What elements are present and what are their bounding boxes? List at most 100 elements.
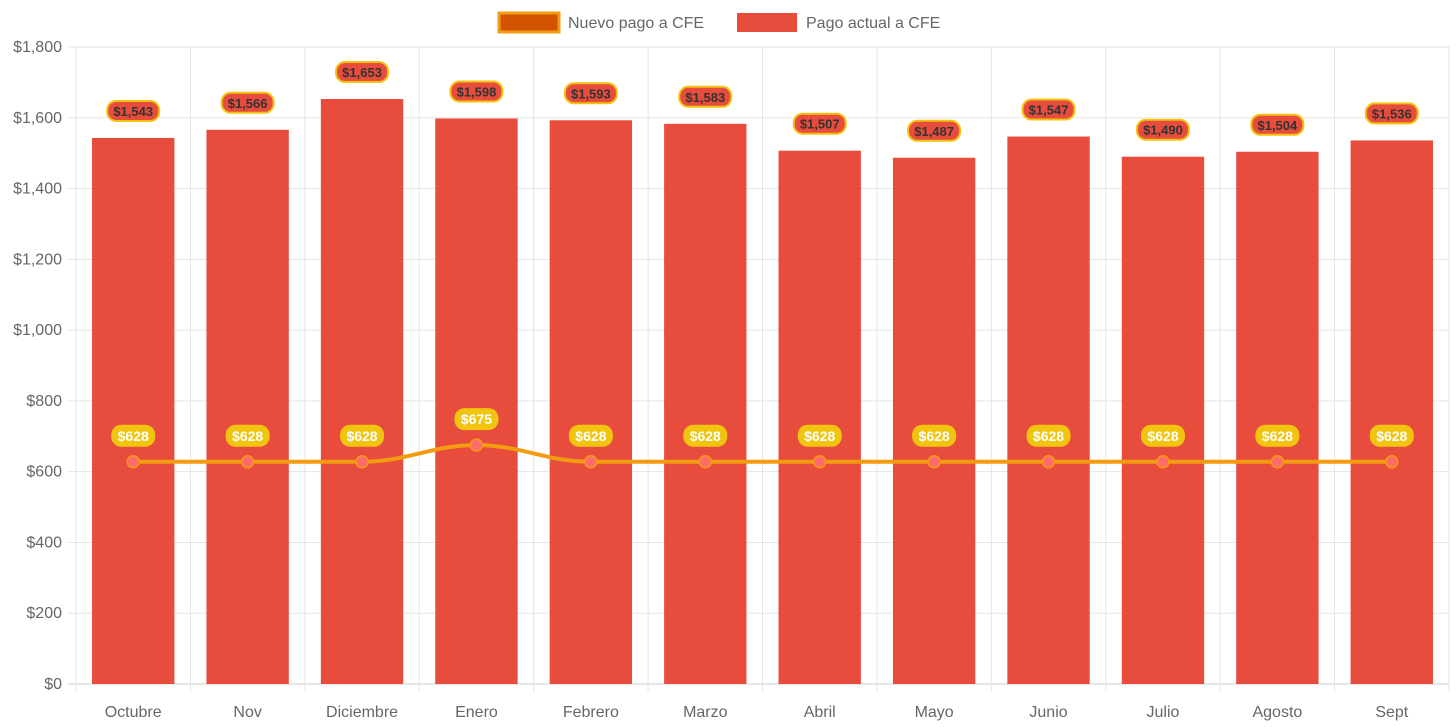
legend-item-nuevo-pago[interactable]: Nuevo pago a CFE bbox=[497, 11, 704, 34]
line-data-label: $628 bbox=[1147, 428, 1178, 444]
x-tick-label: Nov bbox=[233, 704, 261, 721]
line-point bbox=[1041, 455, 1056, 469]
legend-item-pago-actual[interactable]: Pago actual a CFE bbox=[737, 13, 940, 32]
line-data-label: $628 bbox=[575, 428, 606, 444]
line-point bbox=[812, 455, 827, 469]
line-data-label: $628 bbox=[232, 428, 263, 444]
line-label-box bbox=[1026, 424, 1071, 447]
bar-data-label: $1,593 bbox=[571, 86, 611, 101]
y-tick-label: $1,200 bbox=[13, 251, 62, 268]
y-tick-label: $1,600 bbox=[13, 110, 62, 127]
line-point bbox=[1385, 455, 1399, 469]
bar bbox=[1121, 156, 1205, 684]
bar-label-box bbox=[106, 99, 161, 122]
legend: Nuevo pago a CFE Pago actual a CFE bbox=[497, 11, 940, 34]
bar-label-box bbox=[335, 61, 390, 84]
line-data-labels: $628 $628 $628 $675 $628 $628 $628 $628 $628 $628… bbox=[111, 408, 1414, 447]
bar-label-box bbox=[1364, 102, 1419, 125]
bar-data-label: $1,490 bbox=[1143, 123, 1183, 138]
bar-label-box bbox=[1135, 118, 1190, 141]
line-data-label: $628 bbox=[1262, 428, 1293, 444]
bar bbox=[778, 150, 861, 684]
bar-label-box bbox=[907, 119, 962, 142]
line-point bbox=[584, 455, 598, 469]
legend-swatch-pago-actual bbox=[737, 13, 797, 32]
line-point bbox=[469, 438, 484, 452]
y-tick-label: $400 bbox=[26, 534, 62, 551]
line-data-label: $628 bbox=[690, 428, 721, 444]
bar bbox=[664, 123, 747, 685]
line-data-label: $628 bbox=[346, 428, 377, 444]
bar-data-label: $1,504 bbox=[1257, 118, 1298, 133]
bar bbox=[549, 120, 633, 684]
line-data-label: $675 bbox=[461, 411, 492, 427]
grid bbox=[68, 46, 1450, 692]
bar bbox=[92, 137, 175, 684]
y-tick-label: $1,400 bbox=[13, 181, 62, 198]
bar-data-label: $1,547 bbox=[1029, 103, 1069, 118]
line-point bbox=[927, 455, 941, 469]
y-tick-label: $600 bbox=[26, 464, 62, 481]
x-tick-label: Febrero bbox=[563, 704, 619, 721]
line-point bbox=[355, 455, 369, 469]
line-path bbox=[133, 443, 1392, 464]
y-tick-label: $200 bbox=[26, 605, 62, 622]
bar bbox=[1350, 140, 1433, 685]
bar-label-box bbox=[792, 112, 847, 135]
bar-data-label: $1,507 bbox=[800, 117, 840, 132]
x-tick-label: Diciembre bbox=[326, 704, 398, 721]
bar bbox=[1236, 151, 1319, 685]
x-tick-label: Sept bbox=[1375, 704, 1408, 721]
line-point bbox=[1270, 455, 1285, 469]
bar-data-label: $1,566 bbox=[228, 96, 268, 111]
line-label-box bbox=[225, 424, 270, 447]
x-axis: Octubre Nov Diciembre Enero Febrero Marzo Abri… bbox=[105, 704, 1409, 721]
line-point bbox=[698, 455, 713, 469]
line-label-box bbox=[912, 424, 957, 447]
bar-data-label: $1,543 bbox=[113, 104, 153, 119]
bar-data-label: $1,487 bbox=[914, 124, 954, 139]
line-data-label: $628 bbox=[919, 428, 950, 444]
bar-label-box bbox=[220, 91, 275, 114]
legend-label-nuevo-pago: Nuevo pago a CFE bbox=[568, 15, 704, 32]
line-point bbox=[126, 455, 140, 469]
y-axis: $0 $200 $400 $600 $800 $1,000 $1,200 $1,400 $1,6… bbox=[13, 39, 62, 693]
x-tick-label: Mayo bbox=[915, 704, 954, 721]
line-data-label: $628 bbox=[118, 428, 149, 444]
bar-label-box bbox=[563, 82, 618, 105]
bar bbox=[206, 129, 289, 684]
bar-label-box bbox=[678, 85, 733, 108]
y-tick-label: $800 bbox=[26, 393, 62, 410]
y-tick-label: $0 bbox=[44, 676, 62, 693]
line-series bbox=[126, 438, 1399, 469]
x-tick-label: Marzo bbox=[683, 704, 728, 721]
bar-label-box bbox=[449, 80, 504, 103]
x-tick-label: Julio bbox=[1147, 704, 1180, 721]
bar bbox=[435, 118, 518, 685]
line-label-box bbox=[111, 424, 156, 447]
x-tick-label: Agosto bbox=[1252, 704, 1302, 721]
bar-data-label: $1,653 bbox=[342, 65, 382, 80]
bar-data-label: $1,536 bbox=[1372, 106, 1412, 121]
line-label-box bbox=[340, 424, 385, 447]
x-tick-label: Junio bbox=[1029, 704, 1067, 721]
line-point bbox=[240, 455, 255, 469]
x-tick-label: Abril bbox=[804, 704, 836, 721]
y-tick-label: $1,800 bbox=[13, 39, 62, 56]
bar-data-label: $1,583 bbox=[685, 90, 725, 105]
line-label-box bbox=[797, 424, 842, 447]
x-tick-label: Octubre bbox=[105, 704, 162, 721]
line-label-box bbox=[683, 424, 728, 447]
bar-data-label: $1,598 bbox=[457, 84, 497, 99]
line-label-box bbox=[1255, 424, 1300, 447]
bar-series bbox=[92, 99, 1433, 685]
line-label-box bbox=[1369, 424, 1414, 447]
bar bbox=[892, 157, 976, 685]
line-label-box bbox=[568, 424, 613, 447]
bar-label-box bbox=[1021, 98, 1076, 121]
bar-label-box bbox=[1250, 113, 1305, 136]
line-label-box bbox=[454, 408, 499, 431]
line-label-box bbox=[1140, 424, 1185, 447]
legend-label-pago-actual: Pago actual a CFE bbox=[806, 15, 940, 32]
